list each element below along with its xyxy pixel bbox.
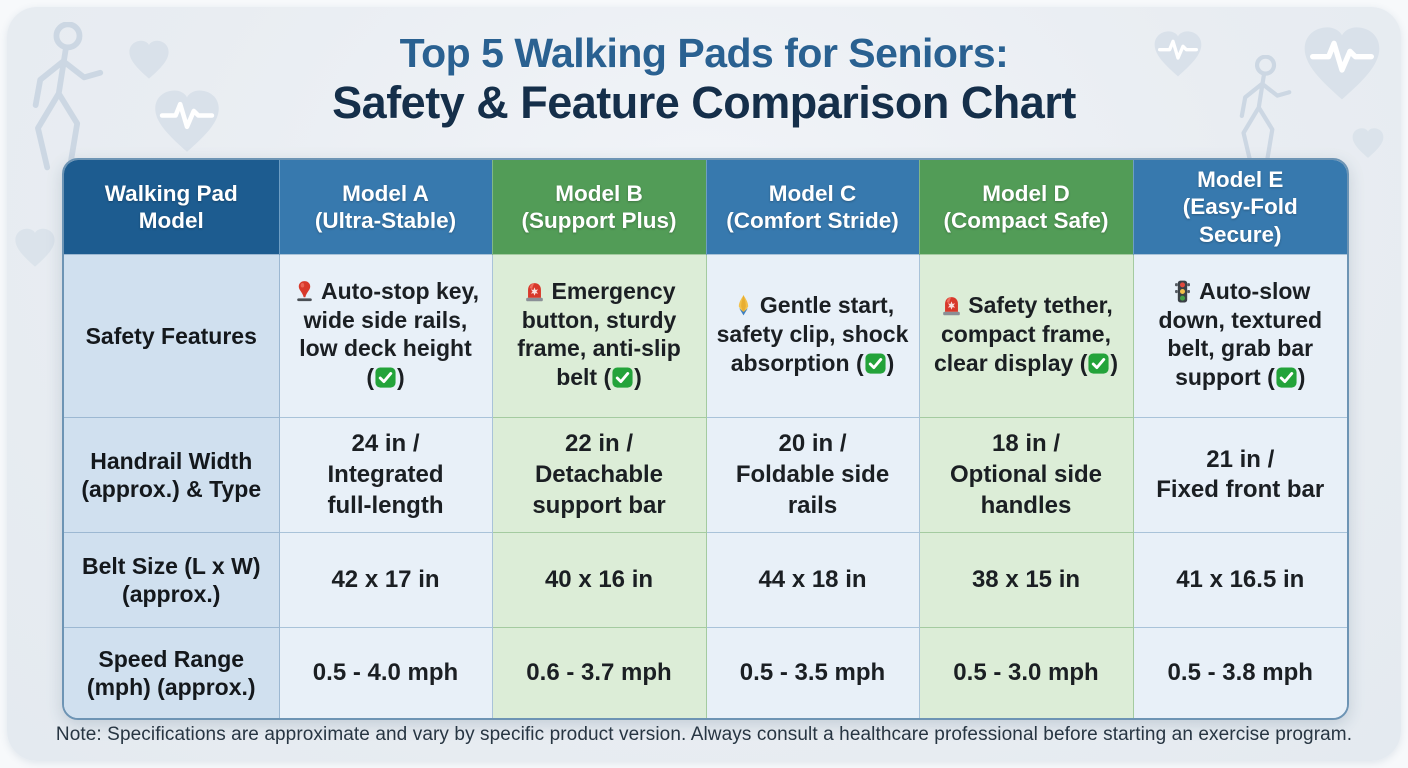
paren-open: ( (603, 364, 612, 391)
speed-cell-model-a: 0.5 - 4.0 mph (279, 627, 493, 718)
table-row-belt-size: Belt Size (L x W) (approx.) 42 x 17 in 4… (64, 532, 1347, 628)
paren-open: ( (366, 364, 374, 391)
safety-text: Safety tether, compact frame, clear disp… (933, 292, 1113, 376)
paren-close: ) (886, 349, 895, 376)
check-mark-icon (1087, 352, 1110, 382)
handrail-cell-model-a: 24 in / Integrated full-length (279, 417, 493, 533)
traffic-light-icon (1170, 279, 1195, 304)
title-line-2: Safety & Feature Comparison Chart (332, 77, 1076, 129)
handrail-cell-model-c: 20 in / Foldable side rails (706, 417, 920, 533)
check-mark-icon (611, 366, 634, 396)
safety-text: Gentle start, safety clip, shock absorpt… (716, 292, 909, 376)
header-model-b: Model B (Support Plus) (492, 160, 707, 255)
table-row-safety-features: Safety Features Auto-stop key, wide side… (64, 254, 1347, 418)
speed-cell-model-c: 0.5 - 3.5 mph (706, 627, 920, 718)
speed-cell-model-e: 0.5 - 3.8 mph (1133, 627, 1347, 718)
table-row-handrail: Handrail Width (approx.) & Type 24 in / … (64, 417, 1347, 533)
heartbeat-heart-icon (1150, 28, 1206, 78)
belt-cell-model-e: 41 x 16.5 in (1133, 532, 1347, 628)
page-title: Top 5 Walking Pads for Seniors: Safety &… (0, 30, 1408, 129)
check-mark-icon (1275, 366, 1298, 396)
paren-close: ) (1297, 364, 1306, 391)
safety-cell-model-b: Emergency button, sturdy frame, anti-sli… (492, 254, 707, 418)
handrail-cell-model-b: 22 in / Detachable support bar (492, 417, 707, 533)
paren-close: ) (634, 364, 642, 391)
belt-cell-model-b: 40 x 16 in (492, 532, 707, 628)
paren-close: ) (397, 364, 405, 391)
header-model-e: Model E (Easy-Fold Secure) (1133, 160, 1347, 255)
belt-cell-model-a: 42 x 17 in (279, 532, 493, 628)
check-mark-icon (374, 366, 397, 396)
safety-text: Emergency button, sturdy frame, anti-sli… (517, 277, 681, 391)
handrail-cell-model-e: 21 in / Fixed front bar (1133, 417, 1347, 533)
note-text: Note: Specifications are approximate and… (55, 724, 1353, 745)
safety-cell-model-a: Auto-stop key, wide side rails, low deck… (279, 254, 493, 418)
safety-cell-model-c: Gentle start, safety clip, shock absorpt… (706, 254, 920, 418)
table-row-speed-range: Speed Range (mph) (approx.) 0.5 - 4.0 mp… (64, 627, 1347, 718)
round-pushpin-icon (292, 279, 317, 304)
walking-person-icon (1232, 55, 1294, 165)
check-mark-icon (864, 352, 887, 382)
table-header-row: Walking Pad Model Model A (Ultra-Stable)… (64, 160, 1347, 255)
belt-cell-model-d: 38 x 15 in (919, 532, 1134, 628)
header-model-a: Model A (Ultra-Stable) (279, 160, 493, 255)
row-label-handrail: Handrail Width (approx.) & Type (64, 417, 280, 533)
footer-note: Note: Specifications are approximate and… (0, 724, 1408, 746)
praying-hands-icon (731, 293, 756, 318)
heart-icon (126, 38, 172, 80)
row-label-safety-features: Safety Features (64, 254, 280, 418)
speed-cell-model-b: 0.6 - 3.7 mph (492, 627, 707, 718)
safety-cell-model-e: Auto-slow down, textured belt, grab bar … (1133, 254, 1347, 418)
walking-person-icon (22, 22, 107, 172)
heartbeat-heart-icon (1296, 22, 1388, 102)
safety-text: Auto-slow down, textured belt, grab bar … (1158, 277, 1323, 391)
paren-open: ( (855, 349, 864, 376)
paren-open: ( (1267, 364, 1275, 391)
title-line-1: Top 5 Walking Pads for Seniors: (399, 30, 1009, 76)
row-label-speed-range: Speed Range (mph) (approx.) (64, 627, 280, 718)
heart-icon (1350, 126, 1386, 159)
safety-cell-model-d: Safety tether, compact frame, clear disp… (919, 254, 1134, 418)
speed-cell-model-d: 0.5 - 3.0 mph (919, 627, 1134, 718)
header-walking-pad-model: Walking Pad Model (64, 160, 280, 255)
heart-icon (12, 226, 58, 268)
belt-cell-model-c: 44 x 18 in (706, 532, 920, 628)
handrail-cell-model-d: 18 in / Optional side handles (919, 417, 1134, 533)
row-label-belt-size: Belt Size (L x W) (approx.) (64, 532, 280, 628)
paren-close: ) (1110, 349, 1119, 376)
comparison-table: Walking Pad Model Model A (Ultra-Stable)… (62, 158, 1349, 720)
header-model-d: Model D (Compact Safe) (919, 160, 1134, 255)
heartbeat-heart-icon (148, 86, 226, 154)
police-light-icon (939, 293, 964, 318)
paren-open: ( (1079, 349, 1088, 376)
police-light-icon (522, 279, 547, 304)
header-model-c: Model C (Comfort Stride) (706, 160, 920, 255)
safety-text: Auto-stop key, wide side rails, low deck… (299, 277, 480, 362)
